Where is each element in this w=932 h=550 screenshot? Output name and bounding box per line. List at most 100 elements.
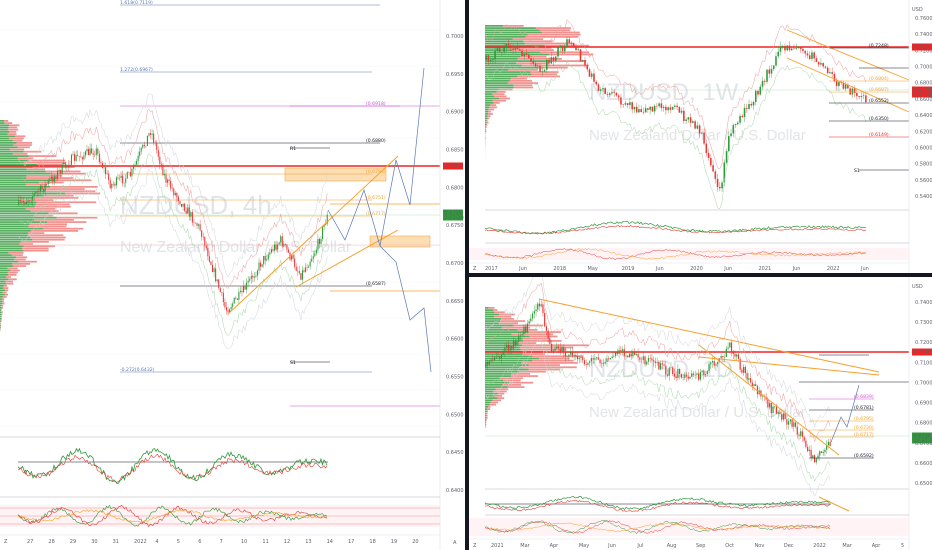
tr-time-tick: 2019 [622,266,635,272]
left-candle [52,176,54,182]
br-vp-green [485,335,530,338]
br-vp-green [485,377,500,380]
br-candle [722,355,724,358]
left-vp-red [19,199,54,201]
br-vp-red [500,320,526,322]
left-time-tick: 20 [412,539,418,545]
left-vp-red [4,293,8,296]
left-candle [94,154,96,156]
left-vp-red [9,124,20,127]
level-label: (0.6592) [854,453,874,459]
br-vp-green [485,309,493,311]
left-vp-green [0,219,35,221]
br-vp-green [485,375,511,377]
left-time-tick: 5 [177,539,180,545]
channel-upper [227,155,399,315]
left-candle [84,151,86,156]
br-time-tick: Aug [667,543,677,549]
tr-candle [710,158,712,166]
br-vp-red [519,346,574,349]
chart-panel-left[interactable]: NZDUSD, 4h New Zealand Dollar / U.S. Doll… [0,0,465,550]
br-price-tick: 0.6700 [915,441,932,447]
left-vp-green [0,271,8,274]
tr-candle [763,80,766,82]
chart-panel-bottom-right[interactable]: NZDUSD, 1D New Zealand Dollar / U.S. Doll… [469,277,932,550]
left-vp-green [0,254,12,256]
br-candle [708,364,710,371]
br-candle [512,341,515,349]
left-vp-red [34,219,74,221]
br-candle [789,419,791,422]
tr-candle [842,82,845,89]
tr-price-tick: 0.5400 [915,194,932,200]
br-vp-green [485,355,533,358]
left-candle [198,224,200,226]
tr-candle [745,107,748,109]
br-vp-green [485,362,522,364]
left-vp-green [0,128,8,131]
br-candle [640,359,643,361]
left-vp-red [21,247,49,250]
br-candle [703,370,705,376]
left-vp-red [19,243,34,245]
br-candle [682,377,684,379]
level-label: (0.6751) [366,195,386,201]
left-vp-red [30,230,79,232]
tr-candle [820,63,822,65]
br-vp-green [485,401,491,404]
left-vp-red [15,135,26,138]
left-candle [136,160,138,165]
left-candle [160,163,162,165]
left-candle [173,188,175,196]
tr-candle [687,117,690,120]
tr-candle [640,109,642,113]
panel-divider-vertical[interactable] [465,0,469,550]
br-vp-red [494,315,512,318]
left-candle [204,236,206,246]
tr-candle [595,81,598,85]
tr-candle [546,59,548,70]
level-label: 1.272(0.6967) [120,67,153,73]
level-label-s1: S1 [854,168,860,174]
tr-candle [563,47,566,52]
tr-price-tick: 0.6000 [915,145,932,151]
left-candle [196,223,198,226]
chart-left-svg[interactable]: NZDUSD, 4h New Zealand Dollar / U.S. Doll… [0,0,465,550]
left-vp-green [0,146,18,149]
left-candle [25,201,28,204]
left-candle [111,183,113,189]
left-vp-green [0,287,4,289]
tr-candle [606,93,609,95]
left-vp-red [7,271,18,274]
left-vp-red [8,252,24,254]
br-candle [540,304,542,307]
left-vp-green [0,144,14,146]
br-candle [788,421,790,425]
br-vp-red [486,417,488,419]
br-vp-red [503,379,521,382]
br-candle [666,374,669,376]
left-candle [300,273,302,280]
br-candle [801,431,804,437]
br-time-tick: Mar [520,543,530,549]
br-vp-red [488,307,495,309]
left-vp-red [30,210,59,212]
left-vp-green [0,258,14,261]
left-vp-green [0,311,1,314]
left-candle [95,148,97,155]
tr-candle [656,105,658,107]
left-candle [126,172,128,179]
left-vp-red [46,221,87,223]
tr-candle [647,108,649,110]
tr-vp-green [485,44,545,47]
br-candle [808,449,810,452]
panel-divider-horizontal[interactable] [469,273,932,277]
left-candle [275,244,277,250]
chart-panel-top-right[interactable]: NZDUSD, 1W New Zealand Dollar / U.S. Doll… [469,0,932,273]
left-candle [306,267,308,268]
br-candle [812,455,814,458]
left-candle [27,200,29,202]
left-vp-red [1,304,4,307]
